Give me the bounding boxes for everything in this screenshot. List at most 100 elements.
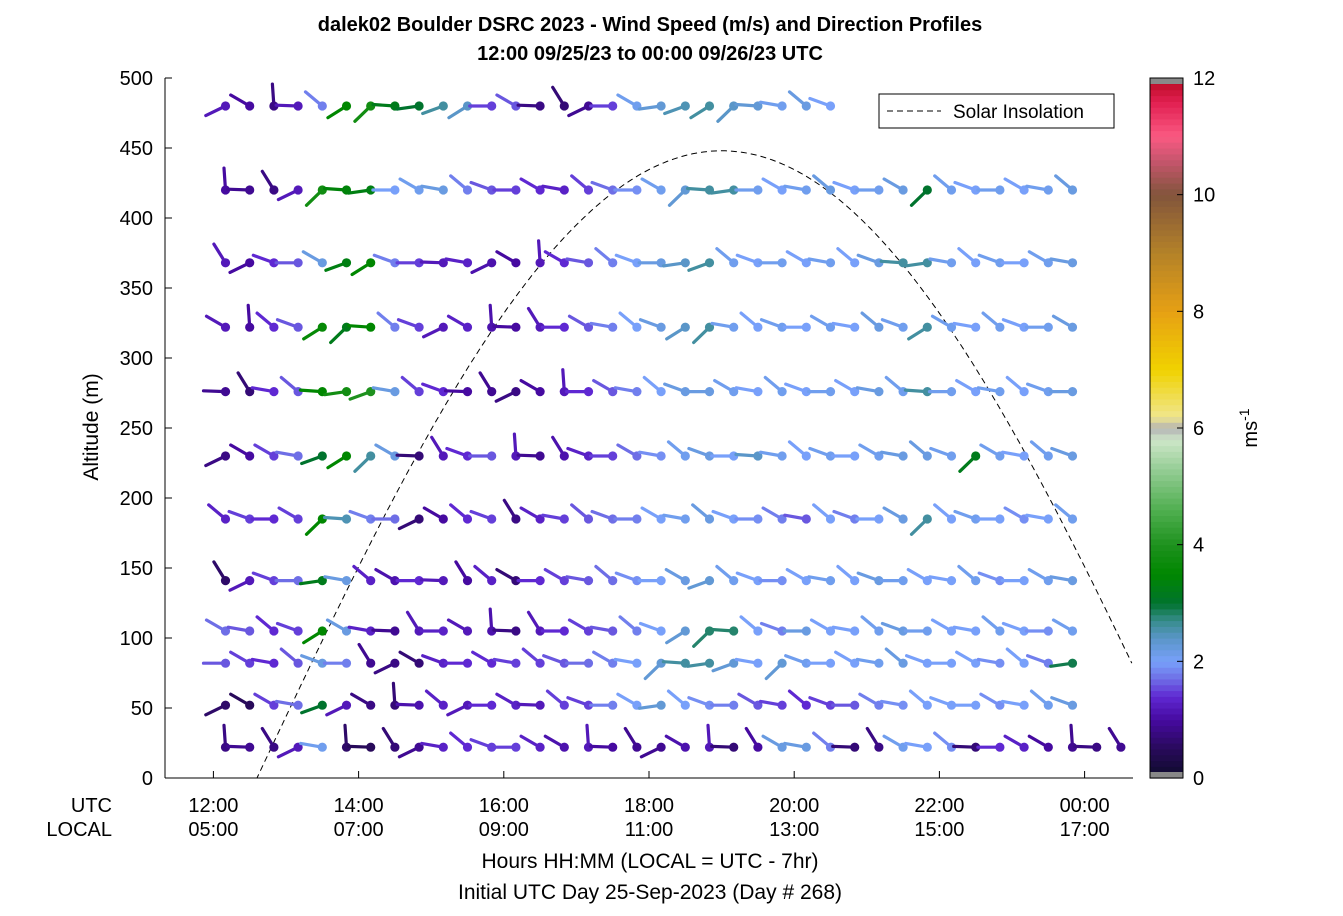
wind-barb-point <box>487 742 497 752</box>
colorbar-segment <box>1150 241 1183 248</box>
colorbar-segment <box>1150 358 1183 365</box>
colorbar-segment <box>1150 439 1183 447</box>
wind-barb-point <box>269 185 279 195</box>
colorbar-segment <box>1150 136 1183 143</box>
wind-barb-point <box>317 258 327 268</box>
colorbar-segment <box>1150 95 1183 102</box>
colorbar-segment <box>1150 486 1183 493</box>
y-tick-label: 150 <box>120 558 153 580</box>
wind-barb-point <box>535 700 545 710</box>
wind-barb-point <box>414 451 424 461</box>
wind-barb-point <box>438 101 448 111</box>
wind-barb-point <box>293 101 303 111</box>
wind-barb-point <box>680 322 690 332</box>
wind-barb-point <box>535 451 545 461</box>
wind-barb-point <box>632 185 642 195</box>
wind-barb-point <box>511 626 521 636</box>
wind-barb-point <box>777 451 787 461</box>
wind-barb-point <box>487 700 497 710</box>
x-tick-label-local: 13:00 <box>769 819 819 841</box>
colorbar-segment <box>1150 468 1183 476</box>
wind-barb-point <box>946 185 957 195</box>
colorbar-unit-exponent: -1 <box>1236 408 1252 421</box>
wind-barb-point <box>1019 258 1029 268</box>
wind-barb-point <box>898 451 908 461</box>
colorbar-segment <box>1150 107 1183 114</box>
wind-barb-point <box>535 101 545 111</box>
wind-barb-point <box>390 626 400 636</box>
wind-barb-point <box>825 387 836 397</box>
colorbar-segment <box>1150 142 1183 149</box>
wind-barb-point <box>487 185 497 195</box>
colorbar-segment <box>1150 410 1183 417</box>
wind-barb-point <box>269 387 279 397</box>
wind-barb-point <box>753 322 763 332</box>
wind-barb-point <box>220 514 231 524</box>
wind-barb-point <box>1067 626 1078 636</box>
wind-barb-point <box>293 451 303 461</box>
wind-barb-point <box>390 258 400 268</box>
wind-barb-point <box>777 626 787 636</box>
x-tick-label-local: 05:00 <box>188 819 238 841</box>
wind-barb-point <box>390 576 400 586</box>
colorbar-segment <box>1150 591 1183 598</box>
wind-barb-point <box>535 658 545 668</box>
wind-barb-point <box>825 451 836 461</box>
wind-barb-point <box>559 658 569 668</box>
wind-barb-point <box>729 514 739 524</box>
wind-barb-point <box>1067 576 1078 586</box>
x-tick-label-local: 17:00 <box>1060 819 1110 841</box>
wind-barb-point <box>995 626 1005 636</box>
wind-barb-point <box>680 387 690 397</box>
wind-barb-point <box>487 514 497 524</box>
colorbar-segment <box>1150 299 1183 307</box>
colorbar-tick-label: 0 <box>1193 768 1204 790</box>
colorbar-segment <box>1150 678 1183 686</box>
wind-barb-point <box>608 514 618 524</box>
wind-barb-point <box>535 258 545 268</box>
wind-barb-point <box>801 626 811 636</box>
wind-barb-point <box>414 387 424 397</box>
wind-barb-point <box>462 185 473 195</box>
colorbar-segment <box>1150 538 1183 546</box>
wind-barb-point <box>511 576 521 586</box>
colorbar-segment <box>1150 597 1183 604</box>
wind-barb-point <box>971 576 981 586</box>
colorbar-segment <box>1150 375 1183 382</box>
wind-barb-point <box>995 322 1005 332</box>
colorbar-segment <box>1150 690 1183 697</box>
wind-barb-point <box>245 742 255 752</box>
x-axis-label: Hours HH:MM (LOCAL = UTC - 7hr) <box>481 850 818 873</box>
colorbar-segment <box>1150 101 1183 108</box>
colorbar-segment <box>1150 253 1183 260</box>
colorbar-segment <box>1150 293 1183 301</box>
colorbar-segment <box>1150 521 1183 528</box>
wind-barb-point <box>729 626 739 636</box>
colorbar-segment <box>1150 550 1183 557</box>
wind-barb-point <box>946 576 957 586</box>
wind-barb-point <box>801 514 811 524</box>
y-tick-label: 350 <box>120 278 153 300</box>
wind-barb-point <box>971 700 981 710</box>
wind-barb-point <box>438 576 448 586</box>
wind-barb-point <box>704 700 715 710</box>
wind-barb-point <box>414 700 424 710</box>
wind-barb-point <box>462 658 473 668</box>
colorbar-segment <box>1150 328 1183 336</box>
wind-barb-point <box>317 626 327 636</box>
wind-barb-point <box>583 576 594 586</box>
wind-barb-point <box>1067 658 1078 668</box>
wind-barb-point <box>245 626 255 636</box>
colorbar-segment <box>1150 200 1183 207</box>
wind-barb-point <box>995 742 1005 752</box>
wind-barb-point <box>438 700 448 710</box>
wind-barb-point <box>753 185 763 195</box>
wind-barb-point <box>366 658 376 668</box>
wind-barb-point <box>704 658 715 668</box>
x-row-label-utc: UTC <box>71 795 112 817</box>
colorbar-segment <box>1150 433 1183 441</box>
wind-barb-point <box>825 576 836 586</box>
wind-barb-point <box>487 258 497 268</box>
colorbar-segment <box>1150 731 1183 738</box>
wind-barb-point <box>245 576 255 586</box>
